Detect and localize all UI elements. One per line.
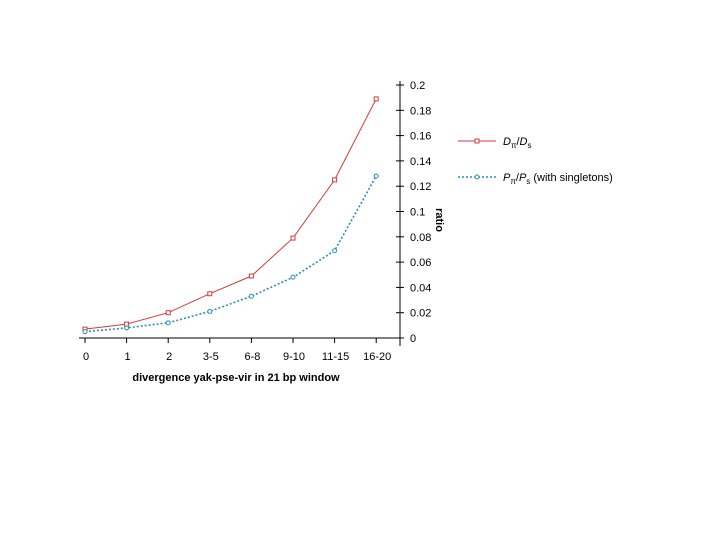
data-point — [373, 96, 379, 102]
data-point — [248, 273, 254, 279]
y-tick-label: 0.2 — [410, 80, 425, 92]
y-tick-label: 0.04 — [410, 282, 431, 294]
data-point — [373, 173, 379, 179]
y-tick-label: 0.16 — [410, 131, 431, 143]
data-point — [207, 308, 213, 314]
x-tick-label: 11-15 — [322, 351, 349, 363]
data-point — [207, 291, 213, 297]
y-tick-label: 0.12 — [410, 181, 431, 193]
series-line-1 — [84, 175, 377, 333]
series-line-0 — [84, 98, 377, 330]
y-tick-label: 0.08 — [410, 232, 431, 244]
x-tick-label: 6-8 — [244, 351, 260, 363]
x-axis: 0 1 2 3-5 6-8 9-10 11-15 16-20 — [79, 337, 397, 363]
legend: Dπ/Ds Pπ/Ps (with singletons) — [458, 136, 613, 186]
x-axis-title: divergence yak-pse-vir in 21 bp window — [132, 372, 340, 384]
data-point — [124, 325, 130, 331]
x-tick-label: 3-5 — [203, 351, 219, 363]
legend-label-0: Dπ/Ds — [503, 136, 532, 150]
data-point — [248, 293, 254, 299]
y-tick-label: 0.18 — [410, 105, 431, 117]
x-tick-label: 16-20 — [363, 351, 391, 363]
y-tick-label: 0.06 — [410, 257, 431, 269]
data-point — [332, 248, 338, 254]
y-axis: 0 0.02 0.04 0.06 0.08 0.1 0.12 0.14 0.16 0.18 0.2 — [396, 80, 431, 346]
data-point — [82, 329, 88, 335]
legend-label-1: Pπ/Ps (with singletons) — [503, 172, 613, 186]
y-tick-label: 0.02 — [410, 308, 431, 320]
y-tick-label: 0.14 — [410, 156, 431, 168]
x-tick-label: 0 — [83, 351, 89, 363]
data-point — [332, 177, 338, 183]
data-point — [165, 320, 171, 326]
y-axis-title: ratio — [433, 208, 445, 232]
x-tick-label: 9-10 — [283, 351, 305, 363]
legend-marker — [474, 174, 480, 180]
plot-area — [82, 96, 379, 335]
legend-marker — [474, 138, 480, 144]
data-point — [165, 310, 171, 316]
y-tick-label: 0.1 — [410, 207, 425, 219]
x-tick-label: 1 — [125, 351, 131, 363]
x-tick-label: 2 — [166, 351, 172, 363]
y-tick-label: 0 — [410, 333, 416, 345]
data-point — [290, 274, 296, 280]
data-point — [290, 235, 296, 241]
